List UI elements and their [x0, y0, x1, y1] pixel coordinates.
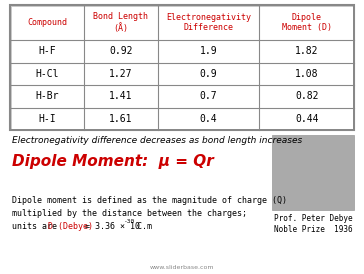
Text: 1.08: 1.08: [295, 69, 318, 79]
Text: C.m: C.m: [132, 222, 152, 231]
Text: H-Cl: H-Cl: [35, 69, 59, 79]
Text: 0.44: 0.44: [295, 114, 318, 124]
Text: 0.92: 0.92: [109, 46, 133, 56]
Text: 1.82: 1.82: [295, 46, 318, 56]
Text: 0.9: 0.9: [200, 69, 217, 79]
Text: units are: units are: [12, 222, 62, 231]
Text: 0.82: 0.82: [295, 91, 318, 101]
Bar: [272, 135, 354, 210]
Bar: [12, 7, 352, 129]
Text: Prof. Peter Debye: Prof. Peter Debye: [274, 214, 352, 223]
Text: 0.4: 0.4: [200, 114, 217, 124]
Text: 1.41: 1.41: [109, 91, 133, 101]
Text: Noble Prize  1936: Noble Prize 1936: [274, 225, 352, 234]
Text: multiplied by the distance between the charges;: multiplied by the distance between the c…: [12, 209, 247, 218]
Text: H-Br: H-Br: [35, 91, 59, 101]
Text: Electronegativity difference decreases as bond length increases: Electronegativity difference decreases a…: [12, 136, 302, 145]
Text: D (Debye): D (Debye): [48, 222, 93, 231]
Text: -30: -30: [124, 219, 135, 224]
Bar: [10, 5, 354, 130]
Text: H-I: H-I: [38, 114, 56, 124]
Text: Dipole
Moment (D): Dipole Moment (D): [282, 13, 332, 32]
Text: 1.9: 1.9: [200, 46, 217, 56]
Text: 1.27: 1.27: [109, 69, 133, 79]
Text: 0.7: 0.7: [200, 91, 217, 101]
Text: Electronegativity
Difference: Electronegativity Difference: [166, 13, 251, 32]
Text: Dipole moment is defined as the magnitude of charge (Q): Dipole moment is defined as the magnitud…: [12, 196, 287, 205]
Text: Dipole Moment:  μ = Qr: Dipole Moment: μ = Qr: [12, 154, 214, 169]
Text: 1.61: 1.61: [109, 114, 133, 124]
Text: Compound: Compound: [27, 18, 67, 27]
Text: H-F: H-F: [38, 46, 56, 56]
Text: = 3.36 × 10: = 3.36 × 10: [80, 222, 141, 231]
Text: Bond Length
(Å): Bond Length (Å): [94, 12, 149, 33]
Text: www.sliderbase.com: www.sliderbase.com: [150, 265, 214, 270]
